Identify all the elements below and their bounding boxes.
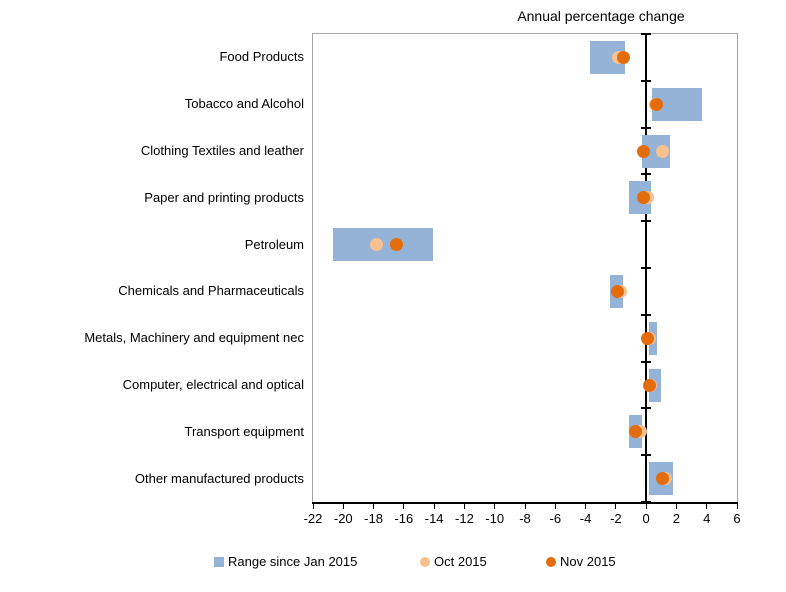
x-axis-tick-label: -2 <box>610 511 622 526</box>
nov-dot <box>629 425 643 439</box>
category-label: Metals, Machinery and equipment nec <box>84 330 304 346</box>
zero-axis-tick <box>641 33 652 35</box>
category-label: Chemicals and Pharmaceuticals <box>118 283 304 299</box>
nov-dot <box>389 238 403 252</box>
legend-label-oct: Oct 2015 <box>434 554 487 569</box>
zero-axis-tick <box>641 267 652 269</box>
zero-axis-tick <box>641 126 652 129</box>
x-axis-tick <box>312 504 314 509</box>
x-axis-tick <box>736 504 738 509</box>
oct-dot <box>370 238 384 252</box>
nov-dot <box>636 191 650 205</box>
x-axis-tick-label: -6 <box>549 511 562 526</box>
x-axis-tick <box>342 504 344 509</box>
plot-border-top <box>312 33 738 34</box>
x-axis-tick <box>554 504 556 509</box>
x-axis: -22 -20 -18 -16 -14 -12 -10 -8 -6 -4 -2 0 2 4 6 <box>304 504 741 534</box>
nov-dot <box>636 144 650 158</box>
x-axis-tick <box>463 504 465 509</box>
x-axis-line <box>312 502 738 504</box>
zero-axis-tick <box>641 313 652 316</box>
plot-border-right <box>737 34 738 502</box>
category-label: Clothing Textiles and leather <box>140 143 304 158</box>
x-axis-tick-label: -10 <box>485 511 505 526</box>
legend-item-oct: Oct 2015 <box>420 554 487 570</box>
nov-dot <box>656 472 670 486</box>
range-legend-swatch-icon <box>214 557 224 567</box>
x-axis-tick <box>645 504 647 509</box>
x-axis-tick-label: -4 <box>579 511 592 526</box>
legend-item-nov: Nov 2015 <box>546 554 616 570</box>
x-axis-tick <box>494 504 496 509</box>
category-label: Computer, electrical and optical <box>122 377 304 392</box>
x-axis-tick <box>524 504 526 509</box>
nov-dot <box>650 97 664 111</box>
x-axis-tick-label: 6 <box>733 511 741 526</box>
x-axis-tick-label: 2 <box>672 511 681 526</box>
x-axis-tick <box>403 504 405 509</box>
x-axis-tick-label: -18 <box>364 511 383 526</box>
x-axis-tick-label: -22 <box>303 511 323 526</box>
x-axis-tick-label: -8 <box>519 511 531 526</box>
zero-axis-tick <box>641 501 652 503</box>
legend-label-range: Range since Jan 2015 <box>228 554 358 569</box>
x-axis-tick <box>675 504 677 509</box>
x-axis-tick-label: -20 <box>333 511 353 526</box>
x-axis-tick-label: 0 <box>642 511 650 526</box>
category-label: Petroleum <box>244 236 304 252</box>
category-label: Tobacco and Alcohol <box>184 96 304 112</box>
nov-dot <box>641 331 655 345</box>
x-axis-tick <box>373 504 375 509</box>
x-axis-tick <box>585 504 587 509</box>
x-axis-tick <box>706 504 708 509</box>
category-label: Other manufactured products <box>134 470 304 486</box>
zero-axis-tick <box>641 79 652 82</box>
zero-axis-tick <box>641 454 652 457</box>
nov-dot <box>642 378 656 392</box>
x-axis-tick <box>433 504 435 509</box>
category-label: Food Products <box>219 49 304 65</box>
zero-axis-tick <box>641 220 652 223</box>
category-label: Paper and printing products <box>144 189 304 205</box>
nov-dot <box>610 284 624 298</box>
chart-title: Annual percentage change <box>517 8 685 24</box>
category-axis-labels: Food Products Tobacco and Alcohol Clothing… <box>0 34 304 502</box>
oct-legend-dot-icon <box>420 557 430 567</box>
zero-axis-tick <box>641 173 652 176</box>
nov-dot <box>616 50 630 64</box>
x-axis-tick-label: -12 <box>455 511 474 526</box>
plot-border-left <box>312 34 313 502</box>
plot-area <box>313 33 737 503</box>
x-axis-tick-label: -16 <box>394 511 414 526</box>
oct-dot <box>656 144 670 158</box>
legend: Range since Jan 2015 Oct 2015 Nov 2015 <box>0 554 786 574</box>
zero-axis-tick <box>641 407 652 410</box>
category-label: Transport equipment <box>184 423 304 439</box>
x-axis-tick-label: 4 <box>703 511 711 526</box>
legend-item-range: Range since Jan 2015 <box>214 554 357 570</box>
x-axis-tick <box>615 504 617 509</box>
nov-legend-dot-icon <box>546 557 556 567</box>
legend-label-nov: Nov 2015 <box>560 554 616 569</box>
zero-axis-tick <box>641 360 652 363</box>
x-axis-tick-label: -14 <box>424 511 444 526</box>
